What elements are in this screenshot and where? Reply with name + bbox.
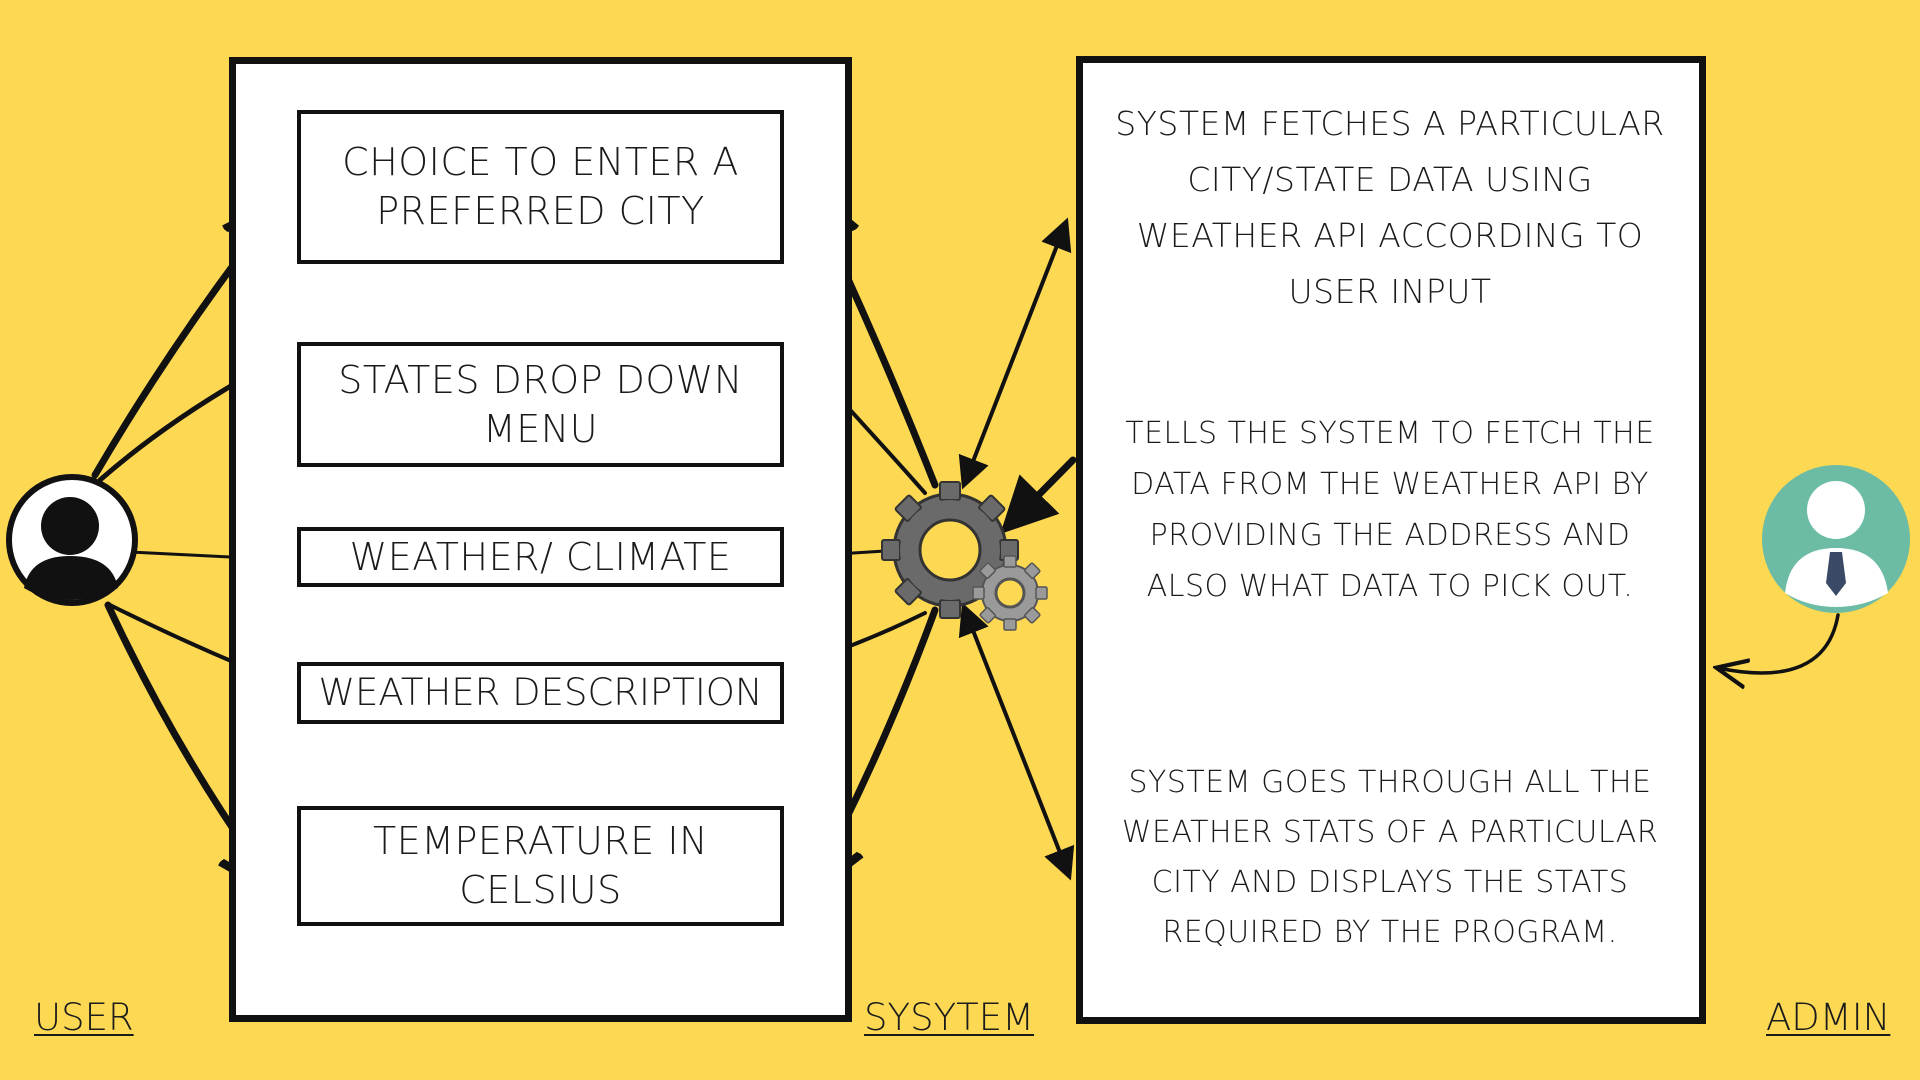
arrow-admin-avatar-to-panel	[1718, 613, 1840, 673]
admin-avatar-icon	[1762, 465, 1910, 613]
admin-note-display: SYSTEM GOES THROUGH ALL THE WEATHER STAT…	[1121, 765, 1659, 950]
feature-weather-description: WEATHER DESCRIPTION	[297, 662, 784, 724]
arrow-admin-system-bottom	[958, 602, 1075, 881]
arrow-admin-to-system-middle	[1000, 456, 1077, 534]
user-label: USER	[34, 996, 134, 1039]
admin-note-instruct: TELLS THE SYSTEM TO FETCH THE DATA FROM …	[1125, 416, 1655, 604]
admin-panel	[1076, 56, 1706, 1024]
arrow-admin-system-top	[958, 217, 1072, 490]
feature-states-dropdown: STATES DROP DOWN MENU	[297, 342, 784, 467]
feature-weather-climate: WEATHER/ CLIMATE	[297, 527, 784, 587]
system-label: SYSYTEM	[864, 996, 1035, 1039]
admin-note-fetch: SYSTEM FETCHES A PARTICULAR CITY/STATE D…	[1115, 104, 1665, 311]
user-avatar-icon	[6, 474, 138, 606]
feature-temperature: TEMPERATURE IN CELSIUS	[297, 806, 784, 926]
gears-icon	[881, 481, 1048, 631]
admin-label: ADMIN	[1766, 996, 1891, 1039]
feature-city-input: CHOICE TO ENTER A PREFERRED CITY	[297, 110, 784, 264]
